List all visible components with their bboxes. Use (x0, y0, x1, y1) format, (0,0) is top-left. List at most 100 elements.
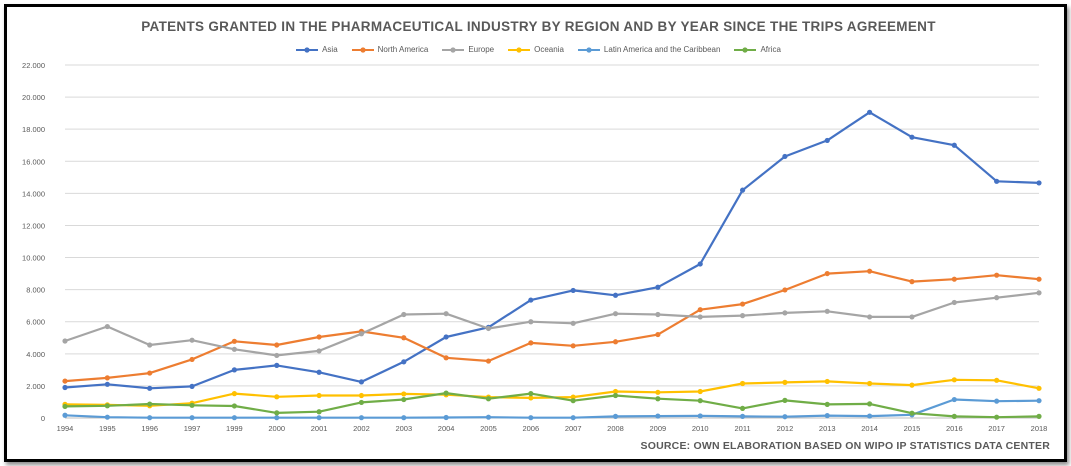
data-point (316, 409, 322, 415)
legend-item: North America (351, 45, 429, 54)
data-point (401, 335, 407, 341)
x-tick-label: 2002 (353, 424, 370, 433)
data-point (570, 398, 576, 404)
y-tick-label: 4.000 (26, 350, 45, 359)
data-point (443, 390, 449, 396)
y-tick-label: 6.000 (26, 318, 45, 327)
data-point (655, 396, 661, 402)
data-point (782, 310, 788, 316)
data-point (570, 320, 576, 326)
data-point (824, 412, 830, 419)
data-point (189, 402, 195, 408)
data-point (104, 375, 110, 381)
data-point (909, 314, 915, 320)
data-point (274, 362, 280, 368)
data-point (867, 380, 873, 387)
data-point (697, 307, 703, 313)
data-point (697, 261, 703, 267)
data-point (867, 413, 873, 419)
data-point (274, 342, 280, 348)
x-tick-label: 2008 (607, 424, 624, 433)
data-point (231, 403, 237, 409)
x-tick-label: 2011 (734, 424, 750, 433)
legend-item: Oceania (508, 45, 564, 54)
legend-label: Latin America and the Caribbean (603, 45, 721, 54)
legend-item: Europe (442, 45, 494, 54)
data-point (528, 319, 534, 325)
legend: Asia North America Europe Oceania Latin Amer… (7, 45, 1070, 54)
legend-swatch (734, 46, 757, 53)
data-point (528, 395, 534, 401)
data-point (316, 348, 322, 354)
data-point (401, 311, 407, 318)
data-point (612, 413, 619, 419)
data-point (62, 403, 68, 410)
data-point (655, 311, 661, 318)
data-point (909, 279, 915, 285)
data-point (443, 355, 449, 361)
y-tick-label: 14.000 (22, 189, 45, 198)
data-point (824, 270, 830, 277)
x-tick-label: 2003 (395, 424, 412, 433)
x-tick-label: 1996 (141, 424, 158, 433)
data-point (62, 384, 68, 391)
data-point (401, 359, 407, 365)
data-point (782, 379, 788, 385)
data-point (358, 399, 365, 406)
data-point (612, 339, 619, 345)
data-point (1036, 413, 1042, 419)
data-point (612, 392, 619, 399)
y-tick-label: 0 (41, 414, 45, 423)
legend-swatch (442, 46, 465, 53)
y-tick-label: 20.000 (22, 93, 45, 102)
data-point (782, 153, 788, 160)
data-point (951, 396, 957, 403)
data-point (443, 334, 449, 340)
legend-label: North America (377, 45, 429, 54)
x-tick-label: 2001 (311, 424, 328, 433)
legend-label: Asia (322, 45, 338, 54)
x-tick-label: 2015 (904, 424, 921, 433)
chart-title: PATENTS GRANTED IN THE PHARMACEUTICAL IN… (141, 19, 936, 34)
data-point (316, 415, 322, 421)
y-tick-label: 18.000 (22, 125, 45, 134)
data-point (485, 325, 492, 332)
data-point (909, 382, 915, 388)
data-point (655, 331, 661, 338)
y-tick-label: 8.000 (26, 286, 45, 295)
data-point (1036, 398, 1042, 404)
data-point (316, 369, 322, 375)
x-tick-label: 2016 (946, 424, 963, 433)
data-point (570, 415, 576, 421)
data-point (994, 178, 1000, 184)
data-point (951, 377, 957, 383)
x-tick-label: 2006 (522, 424, 539, 433)
x-tick-label: 1994 (57, 424, 74, 433)
data-point (951, 142, 957, 148)
data-point (739, 405, 746, 411)
x-tick-label: 2012 (777, 424, 794, 433)
data-point (570, 287, 576, 294)
x-tick-label: 2005 (480, 424, 497, 433)
data-point (867, 109, 873, 115)
data-point (909, 410, 915, 416)
x-tick-label: 2007 (565, 424, 582, 433)
data-point (401, 415, 407, 421)
y-tick-label: 2.000 (26, 382, 45, 391)
data-point (274, 352, 280, 359)
data-point (824, 137, 830, 144)
data-point (867, 268, 873, 274)
data-point (147, 401, 153, 407)
data-point (739, 313, 746, 319)
data-point (358, 392, 365, 399)
data-point (316, 334, 322, 340)
x-tick-label: 1997 (184, 424, 201, 433)
data-point (697, 314, 703, 320)
data-point (358, 415, 365, 421)
x-tick-label: 2009 (650, 424, 667, 433)
data-point (655, 284, 661, 290)
x-tick-label: 2000 (268, 424, 285, 433)
data-point (443, 414, 449, 421)
data-point (951, 299, 957, 306)
data-point (824, 308, 830, 314)
